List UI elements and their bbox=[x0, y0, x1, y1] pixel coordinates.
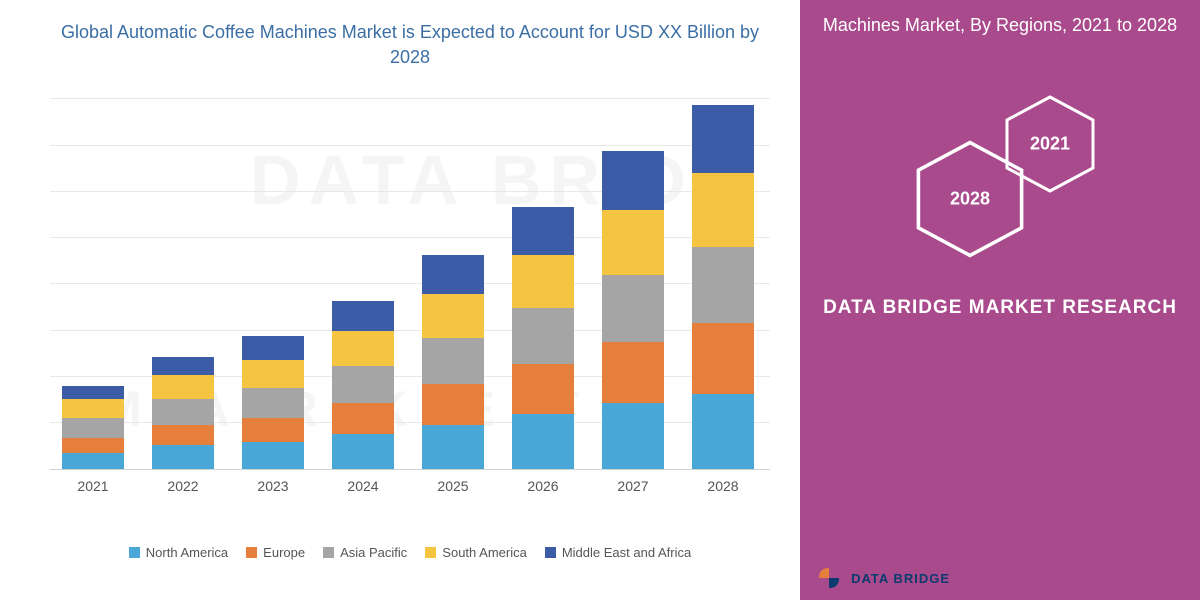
hex-label: 2021 bbox=[1030, 134, 1070, 155]
segment-asia-pacific bbox=[422, 338, 484, 384]
x-axis-label: 2024 bbox=[332, 478, 394, 494]
segment-europe bbox=[602, 342, 664, 403]
bar-2026: 2026 bbox=[512, 207, 574, 470]
bar-2024: 2024 bbox=[332, 301, 394, 469]
segment-middle-east-and-africa bbox=[332, 301, 394, 331]
segment-middle-east-and-africa bbox=[152, 357, 214, 376]
segment-europe bbox=[422, 384, 484, 425]
chart-panel: DATA BRID M A R K E T Global Automatic C… bbox=[0, 0, 800, 600]
segment-europe bbox=[62, 438, 124, 453]
segment-middle-east-and-africa bbox=[602, 151, 664, 210]
footer-logo: DATA BRIDGE bbox=[815, 564, 950, 592]
footer-logo-text: DATA BRIDGE bbox=[851, 571, 950, 586]
x-axis-label: 2022 bbox=[152, 478, 214, 494]
brand-text: DATA BRIDGE MARKET RESEARCH bbox=[823, 294, 1177, 323]
legend-swatch bbox=[323, 547, 334, 558]
legend-item: Asia Pacific bbox=[323, 545, 407, 560]
legend-swatch bbox=[425, 547, 436, 558]
segment-north-america bbox=[422, 425, 484, 469]
segment-asia-pacific bbox=[692, 247, 754, 323]
logo-icon bbox=[815, 564, 843, 592]
legend-label: Europe bbox=[263, 545, 305, 560]
legend-item: Europe bbox=[246, 545, 305, 560]
segment-north-america bbox=[602, 403, 664, 470]
segment-south-america bbox=[62, 399, 124, 418]
chart-title: Global Automatic Coffee Machines Market … bbox=[40, 20, 780, 70]
segment-north-america bbox=[512, 414, 574, 470]
stacked-bar-chart: 2021 2022 2023 2024 2025 2026 2027 2028 bbox=[40, 100, 780, 500]
bar-2027: 2027 bbox=[602, 151, 664, 469]
legend-label: Middle East and Africa bbox=[562, 545, 691, 560]
segment-europe bbox=[332, 403, 394, 434]
segment-south-america bbox=[242, 360, 304, 388]
segment-europe bbox=[692, 323, 754, 393]
bar-2021: 2021 bbox=[62, 386, 124, 469]
legend-swatch bbox=[129, 547, 140, 558]
segment-europe bbox=[512, 364, 574, 414]
x-axis-label: 2028 bbox=[692, 478, 754, 494]
legend-item: Middle East and Africa bbox=[545, 545, 691, 560]
segment-north-america bbox=[332, 434, 394, 469]
grid-line bbox=[50, 145, 770, 146]
segment-middle-east-and-africa bbox=[62, 386, 124, 399]
legend-swatch bbox=[246, 547, 257, 558]
legend-item: North America bbox=[129, 545, 228, 560]
x-axis-label: 2026 bbox=[512, 478, 574, 494]
segment-north-america bbox=[62, 453, 124, 470]
side-panel: GE Machines Market, By Regions, 2021 to … bbox=[800, 0, 1200, 600]
segment-south-america bbox=[152, 375, 214, 399]
hex-badges: 2028 2021 bbox=[890, 69, 1110, 269]
segment-asia-pacific bbox=[512, 308, 574, 364]
segment-south-america bbox=[512, 255, 574, 309]
legend-label: South America bbox=[442, 545, 527, 560]
bar-2022: 2022 bbox=[152, 357, 214, 470]
hex-badge-2021: 2021 bbox=[1000, 94, 1100, 194]
legend-swatch bbox=[545, 547, 556, 558]
legend-label: North America bbox=[146, 545, 228, 560]
legend-item: South America bbox=[425, 545, 527, 560]
x-axis-label: 2021 bbox=[62, 478, 124, 494]
segment-asia-pacific bbox=[332, 366, 394, 403]
legend: North America Europe Asia Pacific South Ame… bbox=[40, 545, 780, 560]
x-axis-label: 2027 bbox=[602, 478, 664, 494]
segment-north-america bbox=[152, 445, 214, 469]
segment-south-america bbox=[332, 331, 394, 366]
side-title: Machines Market, By Regions, 2021 to 202… bbox=[803, 0, 1197, 59]
segment-middle-east-and-africa bbox=[692, 105, 754, 173]
segment-south-america bbox=[422, 294, 484, 338]
x-axis-label: 2025 bbox=[422, 478, 484, 494]
segment-asia-pacific bbox=[152, 399, 214, 425]
segment-asia-pacific bbox=[242, 388, 304, 418]
segment-middle-east-and-africa bbox=[422, 255, 484, 294]
segment-asia-pacific bbox=[62, 418, 124, 438]
segment-europe bbox=[242, 418, 304, 442]
segment-south-america bbox=[692, 173, 754, 247]
segment-europe bbox=[152, 425, 214, 445]
segment-south-america bbox=[602, 210, 664, 275]
bar-2028: 2028 bbox=[692, 105, 754, 469]
segment-north-america bbox=[242, 442, 304, 470]
legend-label: Asia Pacific bbox=[340, 545, 407, 560]
segment-asia-pacific bbox=[602, 275, 664, 342]
bar-2023: 2023 bbox=[242, 336, 304, 469]
x-axis-label: 2023 bbox=[242, 478, 304, 494]
segment-middle-east-and-africa bbox=[512, 207, 574, 255]
bar-2025: 2025 bbox=[422, 255, 484, 470]
hex-label: 2028 bbox=[950, 189, 990, 210]
grid-line bbox=[50, 98, 770, 99]
segment-north-america bbox=[692, 394, 754, 470]
segment-middle-east-and-africa bbox=[242, 336, 304, 360]
